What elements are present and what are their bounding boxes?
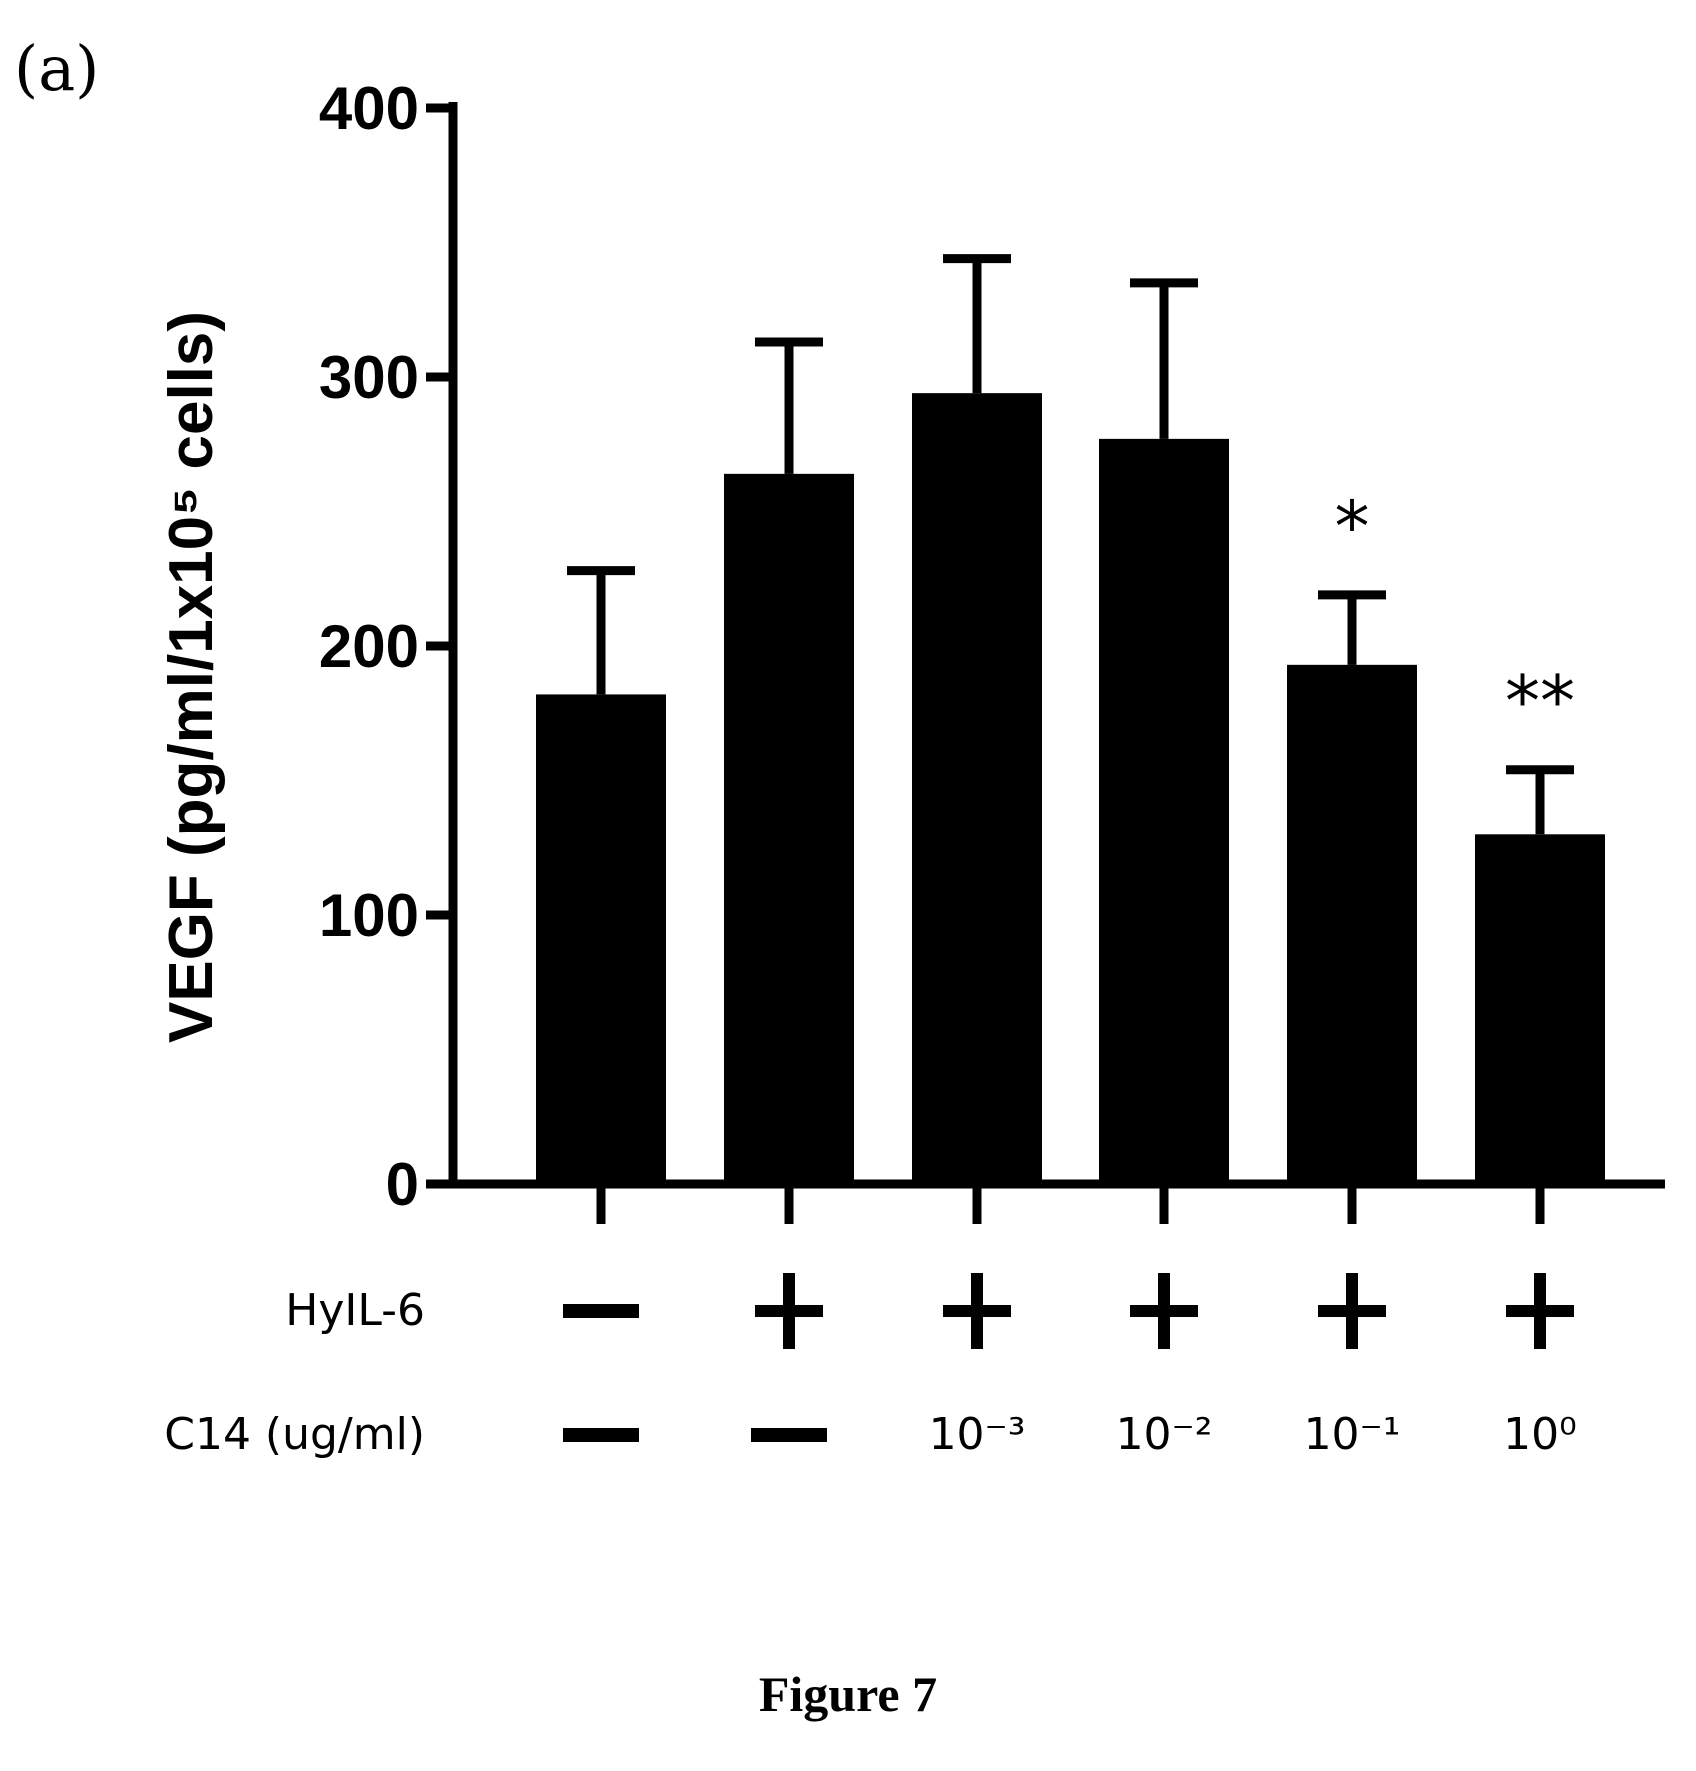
plus-sign — [1346, 1273, 1358, 1349]
minus-sign — [751, 1428, 827, 1442]
y-axis-title: VEGF (pg/ml/1x10⁵ cells) — [157, 311, 226, 1043]
y-tick-label: 200 — [319, 613, 419, 680]
condition-row-label: HyIL-6 — [285, 1285, 425, 1336]
minus-sign — [563, 1428, 639, 1442]
condition-row-label: C14 (ug/ml) — [164, 1409, 425, 1460]
figure-caption: Figure 7 — [759, 1666, 937, 1722]
plus-sign — [1158, 1273, 1170, 1349]
minus-sign — [563, 1304, 639, 1318]
condition-table: HyIL-6 C14 (ug/ml) 10⁻³ 10⁻² 10⁻¹ 10⁰ — [164, 1273, 1577, 1460]
y-tick-label: 300 — [319, 344, 419, 411]
axes: 0 100 200 300 400 VEGF (pg/ml/1x10⁵ cells) — [157, 75, 1665, 1224]
concentration-label: 10⁻³ — [929, 1409, 1026, 1460]
bar — [1287, 664, 1417, 1184]
plus-sign — [971, 1273, 983, 1349]
bar — [912, 393, 1042, 1184]
plus-sign — [1534, 1273, 1546, 1349]
y-tick-label: 400 — [319, 75, 419, 142]
plus-sign — [783, 1273, 795, 1349]
bar — [536, 694, 666, 1184]
bars: *** — [536, 254, 1605, 1185]
concentration-label: 10⁻² — [1116, 1409, 1213, 1460]
bar — [1475, 834, 1605, 1184]
concentration-label: 10⁻¹ — [1304, 1409, 1401, 1460]
concentration-label: 10⁰ — [1503, 1409, 1577, 1460]
bar — [1099, 438, 1229, 1184]
panel-label: (a) — [14, 32, 99, 105]
significance-marker: ** — [1505, 661, 1575, 743]
y-tick-label: 0 — [386, 1151, 419, 1218]
bar — [724, 473, 854, 1185]
significance-marker: * — [1335, 486, 1370, 568]
y-tick-label: 100 — [319, 882, 419, 949]
